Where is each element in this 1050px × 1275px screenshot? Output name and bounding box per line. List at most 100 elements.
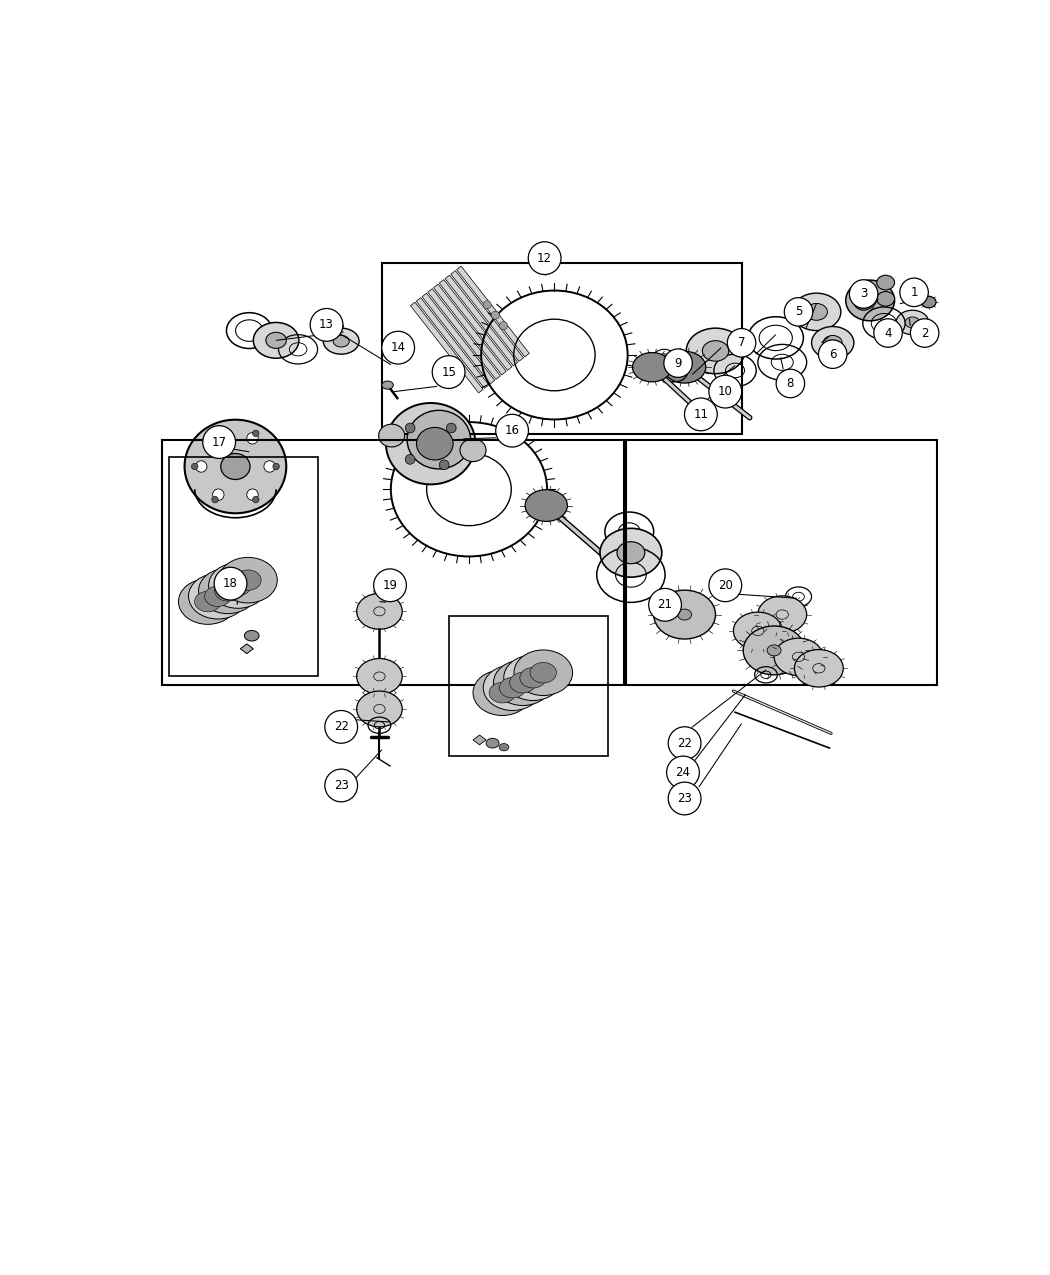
Polygon shape bbox=[411, 302, 483, 393]
Circle shape bbox=[264, 460, 275, 472]
Text: 12: 12 bbox=[538, 251, 552, 265]
Ellipse shape bbox=[494, 660, 552, 705]
Bar bbox=[626, 440, 937, 685]
Circle shape bbox=[247, 432, 258, 444]
Circle shape bbox=[212, 432, 224, 444]
Ellipse shape bbox=[185, 419, 287, 514]
Text: 14: 14 bbox=[391, 342, 405, 354]
Ellipse shape bbox=[382, 381, 394, 389]
Polygon shape bbox=[450, 270, 524, 361]
Ellipse shape bbox=[460, 439, 486, 462]
Circle shape bbox=[784, 297, 813, 326]
Text: 5: 5 bbox=[795, 306, 802, 319]
Ellipse shape bbox=[687, 328, 744, 374]
Circle shape bbox=[439, 460, 449, 469]
Text: 23: 23 bbox=[677, 792, 692, 805]
Text: 1: 1 bbox=[910, 286, 918, 298]
Text: 7: 7 bbox=[738, 337, 746, 349]
Text: 10: 10 bbox=[718, 385, 733, 398]
Bar bbox=[448, 616, 608, 756]
Ellipse shape bbox=[214, 580, 242, 601]
Text: 15: 15 bbox=[441, 366, 456, 379]
Ellipse shape bbox=[664, 352, 706, 382]
Ellipse shape bbox=[823, 335, 842, 351]
Circle shape bbox=[405, 423, 415, 434]
Circle shape bbox=[252, 430, 259, 436]
Circle shape bbox=[776, 370, 804, 398]
Circle shape bbox=[247, 490, 258, 500]
Text: 18: 18 bbox=[223, 578, 238, 590]
Ellipse shape bbox=[205, 586, 231, 607]
Circle shape bbox=[874, 319, 902, 347]
Ellipse shape bbox=[530, 663, 556, 683]
Ellipse shape bbox=[489, 682, 516, 703]
Polygon shape bbox=[439, 279, 512, 370]
Ellipse shape bbox=[218, 557, 277, 603]
Ellipse shape bbox=[333, 335, 350, 347]
Text: 19: 19 bbox=[382, 579, 398, 592]
Ellipse shape bbox=[812, 326, 854, 360]
Ellipse shape bbox=[245, 630, 259, 641]
Ellipse shape bbox=[500, 677, 526, 697]
Ellipse shape bbox=[266, 333, 287, 348]
Text: 2: 2 bbox=[921, 326, 928, 339]
Circle shape bbox=[496, 414, 528, 448]
Circle shape bbox=[405, 454, 415, 464]
Circle shape bbox=[910, 319, 939, 347]
Ellipse shape bbox=[677, 609, 692, 620]
Circle shape bbox=[212, 496, 218, 502]
Ellipse shape bbox=[758, 595, 806, 634]
Circle shape bbox=[500, 321, 507, 330]
Polygon shape bbox=[240, 644, 253, 654]
Circle shape bbox=[528, 242, 561, 274]
Ellipse shape bbox=[357, 691, 402, 727]
Ellipse shape bbox=[520, 668, 546, 688]
Ellipse shape bbox=[235, 570, 261, 590]
Ellipse shape bbox=[504, 655, 563, 700]
Circle shape bbox=[728, 329, 756, 357]
Ellipse shape bbox=[896, 310, 928, 334]
Circle shape bbox=[273, 463, 279, 469]
Text: 6: 6 bbox=[828, 348, 837, 361]
Text: 22: 22 bbox=[677, 737, 692, 750]
Ellipse shape bbox=[386, 403, 476, 484]
Ellipse shape bbox=[220, 454, 250, 479]
Circle shape bbox=[252, 496, 259, 502]
Bar bbox=[162, 440, 625, 685]
Polygon shape bbox=[416, 297, 489, 389]
Circle shape bbox=[849, 279, 878, 309]
Ellipse shape bbox=[323, 328, 359, 354]
Ellipse shape bbox=[379, 425, 404, 448]
Ellipse shape bbox=[877, 292, 895, 306]
Circle shape bbox=[667, 756, 699, 789]
Circle shape bbox=[446, 423, 456, 434]
Text: 24: 24 bbox=[675, 766, 691, 779]
Ellipse shape bbox=[795, 649, 843, 687]
Circle shape bbox=[900, 278, 928, 306]
Ellipse shape bbox=[617, 542, 645, 564]
Ellipse shape bbox=[845, 280, 895, 321]
Circle shape bbox=[818, 340, 847, 368]
Ellipse shape bbox=[253, 323, 299, 358]
Circle shape bbox=[709, 375, 741, 408]
Ellipse shape bbox=[632, 353, 672, 381]
Ellipse shape bbox=[743, 626, 805, 674]
Ellipse shape bbox=[922, 296, 936, 307]
Circle shape bbox=[664, 349, 692, 377]
Circle shape bbox=[214, 567, 247, 601]
Ellipse shape bbox=[792, 293, 841, 330]
Circle shape bbox=[382, 332, 415, 365]
Text: 20: 20 bbox=[718, 579, 733, 592]
Text: 4: 4 bbox=[884, 326, 891, 339]
Circle shape bbox=[483, 301, 491, 309]
Text: 13: 13 bbox=[319, 319, 334, 332]
Circle shape bbox=[649, 589, 681, 621]
Ellipse shape bbox=[472, 669, 531, 715]
Polygon shape bbox=[427, 288, 501, 380]
Ellipse shape bbox=[357, 593, 402, 630]
Ellipse shape bbox=[483, 666, 542, 710]
Ellipse shape bbox=[198, 569, 257, 613]
Ellipse shape bbox=[417, 427, 454, 460]
Bar bbox=[169, 456, 318, 677]
Ellipse shape bbox=[525, 490, 567, 521]
